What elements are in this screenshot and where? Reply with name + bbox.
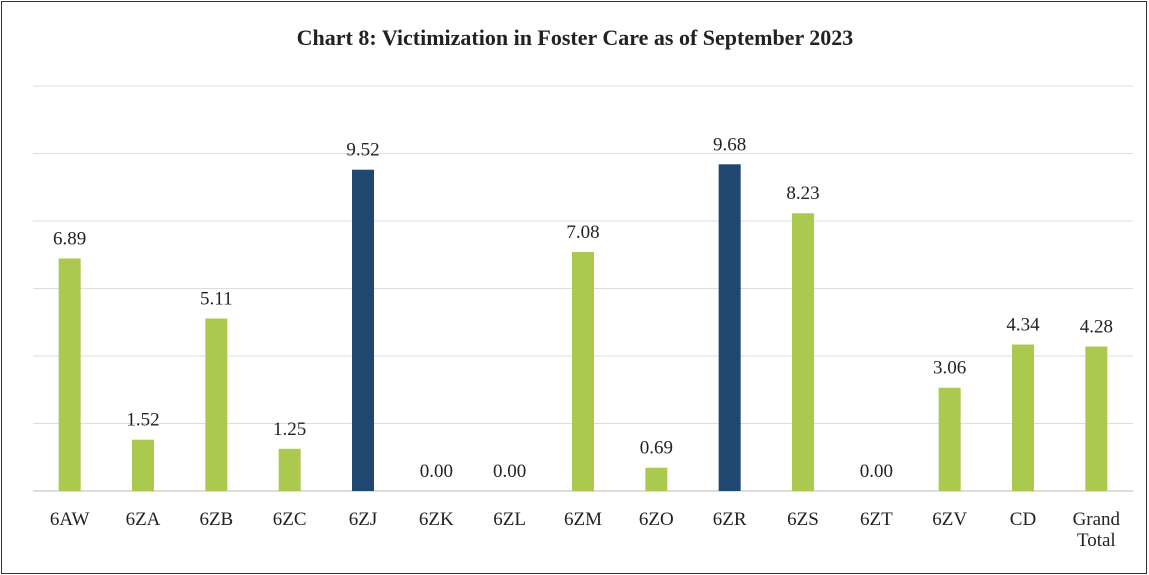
data-label: 7.08 xyxy=(566,222,599,243)
x-tick-label: 6ZA xyxy=(125,509,161,530)
bar xyxy=(645,467,668,491)
bar xyxy=(792,213,814,492)
x-tick-label: Grand Total xyxy=(1072,509,1121,551)
x-tick-label: 6ZM xyxy=(564,509,602,530)
bar xyxy=(1012,344,1034,491)
bar xyxy=(938,387,961,491)
data-label: 0.00 xyxy=(493,461,526,482)
bar xyxy=(205,318,228,491)
data-label: 5.11 xyxy=(200,289,233,310)
x-tick-label: 6ZB xyxy=(199,509,234,530)
x-tick-label: 6AW xyxy=(49,509,90,530)
data-label: 4.28 xyxy=(1080,317,1113,338)
x-tick-label: 6ZO xyxy=(638,509,674,530)
x-tick-label: 6ZJ xyxy=(348,509,378,530)
x-tick-label: 6ZK xyxy=(418,509,454,530)
data-label: 3.06 xyxy=(933,358,966,379)
bar xyxy=(58,258,81,491)
x-tick-label: 6ZV xyxy=(932,509,968,530)
data-label: 0.00 xyxy=(420,461,453,482)
data-label: 9.68 xyxy=(713,134,746,155)
data-label: 0.00 xyxy=(860,461,893,482)
bar xyxy=(132,439,154,491)
bar xyxy=(1085,346,1108,491)
data-label: 1.52 xyxy=(126,410,159,431)
data-label: 4.34 xyxy=(1006,315,1040,336)
data-label: 0.69 xyxy=(640,438,673,459)
x-tick-label: CD xyxy=(1009,509,1037,530)
data-label: 6.89 xyxy=(53,228,86,249)
data-label: 1.25 xyxy=(273,419,306,440)
bar xyxy=(572,252,594,491)
x-tick-label: 6ZL xyxy=(493,509,527,530)
data-label: 8.23 xyxy=(786,183,819,204)
x-tick-label: 6ZC xyxy=(272,509,307,530)
x-tick-label: 6ZS xyxy=(787,509,819,530)
x-tick-label: 6ZT xyxy=(859,509,893,530)
bar xyxy=(352,169,374,491)
bar xyxy=(718,164,741,492)
chart-title: Chart 8: Victimization in Foster Care as… xyxy=(297,25,854,50)
bar xyxy=(278,448,301,491)
x-tick-label: 6ZR xyxy=(712,509,747,530)
data-label: 9.52 xyxy=(346,140,379,161)
